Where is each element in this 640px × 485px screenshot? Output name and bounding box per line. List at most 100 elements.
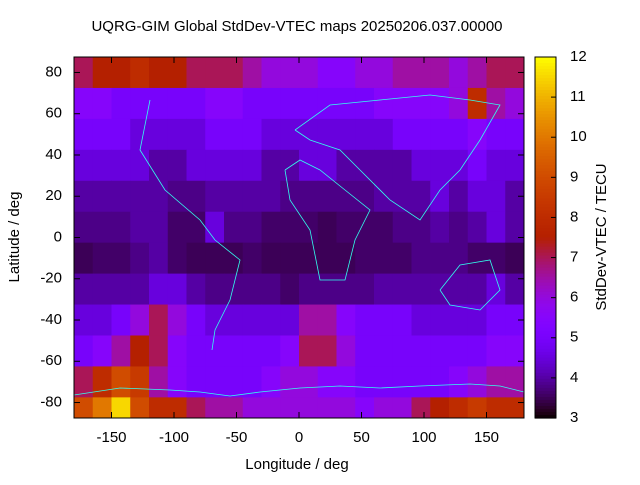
heatmap-cell: [224, 211, 244, 244]
heatmap-cell: [374, 273, 394, 306]
heatmap-cell: [242, 149, 262, 182]
colorbar-swatch: [535, 141, 556, 145]
colorbar-swatch: [535, 315, 556, 320]
colorbar-swatch: [535, 333, 556, 338]
heatmap-cell: [392, 335, 412, 367]
heatmap-cell: [355, 397, 375, 418]
heatmap-cell: [467, 242, 487, 275]
heatmap-cell: [242, 366, 262, 398]
colorbar-swatch: [535, 387, 556, 392]
heatmap-cell: [355, 118, 375, 151]
heatmap-cell: [317, 118, 337, 151]
x-tick-label: 50: [353, 429, 370, 446]
heatmap-cell: [449, 149, 469, 182]
colorbar-swatch: [535, 129, 556, 133]
colorbar-swatch: [535, 189, 556, 193]
y-axis-label: Latitude / deg: [6, 192, 23, 283]
heatmap-cell: [167, 180, 187, 213]
colorbar-swatch: [535, 252, 556, 257]
heatmap-cell: [280, 242, 300, 275]
heatmap-cell: [430, 149, 450, 182]
colorbar-swatch: [535, 150, 556, 154]
heatmap-cell: [149, 149, 169, 182]
heatmap-cell: [280, 211, 300, 244]
heatmap-cell: [430, 242, 450, 275]
heatmap-cell: [130, 57, 150, 89]
heatmap-cell: [336, 397, 356, 418]
heatmap-cell: [186, 366, 206, 398]
colorbar-swatch: [535, 327, 556, 332]
heatmap-cell: [392, 87, 412, 120]
x-tick-label: -150: [96, 429, 126, 446]
heatmap-cell: [299, 242, 319, 275]
heatmap-cell: [242, 118, 262, 151]
colorbar-swatch: [535, 291, 556, 296]
heatmap-cell: [392, 304, 412, 336]
heatmap-cell: [92, 180, 112, 213]
heatmap-cell: [505, 118, 524, 151]
colorbar-swatch: [535, 171, 556, 175]
colorbar-swatch: [535, 396, 556, 401]
y-tick-label: 20: [45, 187, 62, 204]
heatmap-cell: [486, 273, 506, 306]
heatmap-cell: [336, 180, 356, 213]
heatmap-cell: [280, 118, 300, 151]
heatmap-cell: [355, 87, 375, 120]
heatmap-cell: [430, 118, 450, 151]
heatmap-cell: [130, 366, 150, 398]
colorbar-tick-label: 7: [570, 249, 578, 266]
heatmap-cell: [130, 397, 150, 418]
heatmap-cell: [205, 273, 225, 306]
heatmap-cell: [336, 366, 356, 398]
colorbar-swatch: [535, 363, 556, 368]
heatmap-cell: [299, 87, 319, 120]
heatmap-cell: [411, 211, 431, 244]
heatmap-cell: [374, 242, 394, 275]
colorbar-swatch: [535, 249, 556, 254]
heatmap-cell: [130, 304, 150, 336]
heatmap-cell: [130, 149, 150, 182]
colorbar-swatch: [535, 87, 556, 91]
heatmap-cell: [505, 149, 524, 182]
heatmap-cell: [486, 304, 506, 336]
heatmap-cell: [392, 180, 412, 213]
colorbar-swatch: [535, 270, 556, 275]
heatmap-cell: [167, 304, 187, 336]
heatmap-cell: [317, 273, 337, 306]
heatmap-cell: [449, 397, 469, 418]
heatmap-cell: [224, 180, 244, 213]
colorbar-swatch: [535, 228, 556, 233]
x-tick-label: 0: [295, 429, 303, 446]
heatmap-cell: [486, 149, 506, 182]
colorbar-tick-label: 11: [570, 88, 586, 105]
heatmap-cell: [167, 149, 187, 182]
heatmap-cell: [467, 180, 487, 213]
heatmap-cell: [111, 180, 131, 213]
colorbar-swatch: [535, 318, 556, 323]
heatmap-cell: [261, 87, 281, 120]
heatmap-cell: [411, 149, 431, 182]
heatmap-cell: [74, 273, 94, 306]
heatmap-cell: [430, 304, 450, 336]
colorbar-swatch: [535, 174, 556, 178]
heatmap-cell: [242, 304, 262, 336]
heatmap-cell: [467, 87, 487, 120]
colorbar-swatch: [535, 243, 556, 248]
heatmap-cell: [186, 397, 206, 418]
heatmap-cell: [467, 118, 487, 151]
colorbar-swatch: [535, 162, 556, 166]
heatmap-cell: [317, 304, 337, 336]
heatmap-cell: [430, 335, 450, 367]
heatmap-cell: [261, 242, 281, 275]
colorbar-swatch: [535, 108, 556, 112]
heatmap-cell: [149, 335, 169, 367]
coastline: [139, 99, 241, 351]
heatmap-cell: [355, 304, 375, 336]
heatmap-cell: [411, 242, 431, 275]
heatmap-cell: [449, 273, 469, 306]
colorbar-tick-label: 8: [570, 208, 578, 225]
heatmap-cell: [149, 242, 169, 275]
colorbar-swatch: [535, 231, 556, 236]
heatmap-cell: [374, 304, 394, 336]
